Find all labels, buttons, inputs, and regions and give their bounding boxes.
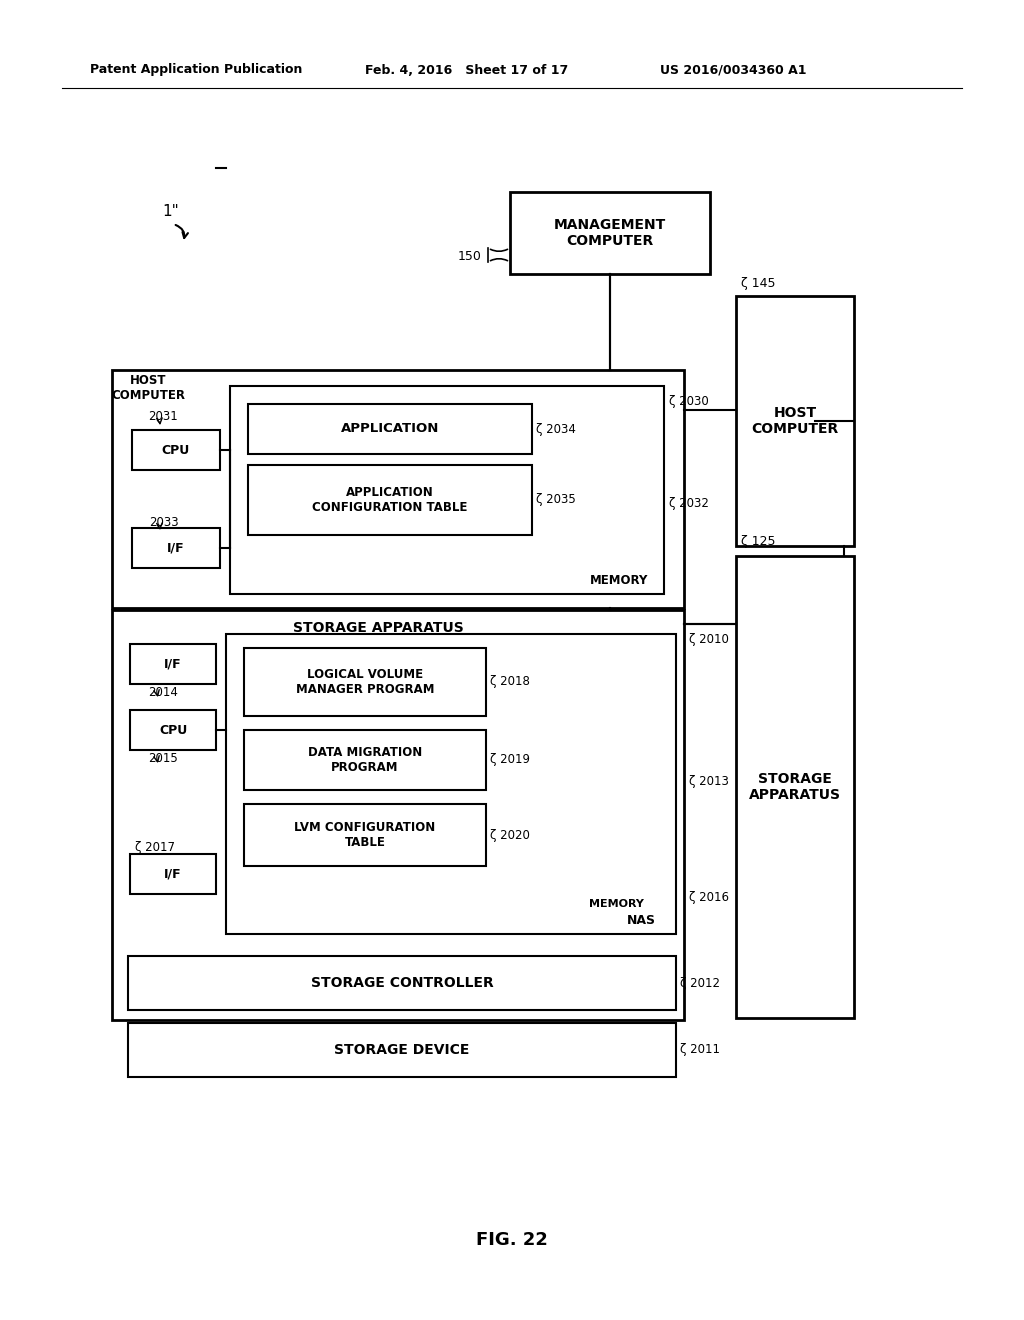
Text: I/F: I/F [167, 541, 184, 554]
Text: STORAGE CONTROLLER: STORAGE CONTROLLER [310, 975, 494, 990]
Text: 2015: 2015 [148, 751, 178, 764]
Bar [132, 528, 220, 568]
Bar [248, 404, 532, 454]
Bar [244, 730, 486, 789]
Bar [128, 956, 676, 1010]
Text: FIG. 22: FIG. 22 [476, 1232, 548, 1249]
Bar [226, 634, 676, 935]
Text: ζ 2034: ζ 2034 [536, 422, 575, 436]
Bar [130, 854, 216, 894]
Text: MANAGEMENT
COMPUTER: MANAGEMENT COMPUTER [554, 218, 667, 248]
Bar [244, 804, 486, 866]
Text: LVM CONFIGURATION
TABLE: LVM CONFIGURATION TABLE [294, 821, 435, 849]
Bar [130, 644, 216, 684]
Text: ζ 125: ζ 125 [741, 536, 775, 549]
Bar [510, 191, 710, 275]
Text: ζ 2013: ζ 2013 [689, 776, 729, 788]
Bar [736, 296, 854, 546]
Text: ζ 2035: ζ 2035 [536, 494, 575, 507]
Text: 2033: 2033 [150, 516, 178, 529]
Text: ζ 2017: ζ 2017 [135, 842, 175, 854]
Bar [112, 610, 684, 1020]
Text: HOST
COMPUTER: HOST COMPUTER [111, 374, 185, 403]
Text: ζ 145: ζ 145 [741, 277, 775, 290]
Text: ζ 2032: ζ 2032 [669, 498, 709, 511]
Text: ζ 2010: ζ 2010 [689, 634, 729, 647]
Text: APPLICATION
CONFIGURATION TABLE: APPLICATION CONFIGURATION TABLE [312, 486, 468, 513]
Text: ζ 2018: ζ 2018 [490, 676, 529, 689]
Text: STORAGE DEVICE: STORAGE DEVICE [334, 1043, 470, 1057]
Bar [736, 556, 854, 1018]
Bar [132, 430, 220, 470]
Bar [112, 370, 684, 609]
Bar [248, 465, 532, 535]
Text: CPU: CPU [162, 444, 190, 457]
Bar [244, 648, 486, 715]
Text: ζ 2011: ζ 2011 [680, 1044, 720, 1056]
Text: ζ 2030: ζ 2030 [669, 396, 709, 408]
Text: 2014: 2014 [148, 685, 178, 698]
Text: MEMORY: MEMORY [590, 574, 648, 587]
Text: CPU: CPU [159, 723, 187, 737]
Text: STORAGE APPARATUS: STORAGE APPARATUS [293, 620, 464, 635]
Text: APPLICATION: APPLICATION [341, 422, 439, 436]
Text: 1": 1" [162, 205, 179, 219]
Text: NAS: NAS [627, 913, 655, 927]
Text: ζ 2019: ζ 2019 [490, 754, 530, 767]
Text: I/F: I/F [164, 867, 182, 880]
Text: HOST
COMPUTER: HOST COMPUTER [752, 407, 839, 436]
Text: MEMORY: MEMORY [589, 899, 643, 909]
Text: US 2016/0034360 A1: US 2016/0034360 A1 [660, 63, 807, 77]
Text: 2031: 2031 [148, 409, 178, 422]
Text: Patent Application Publication: Patent Application Publication [90, 63, 302, 77]
Text: DATA MIGRATION
PROGRAM: DATA MIGRATION PROGRAM [308, 746, 422, 774]
Text: ζ 2020: ζ 2020 [490, 829, 529, 842]
Bar [130, 710, 216, 750]
Text: LOGICAL VOLUME
MANAGER PROGRAM: LOGICAL VOLUME MANAGER PROGRAM [296, 668, 434, 696]
Text: I/F: I/F [164, 657, 182, 671]
Text: ζ 2016: ζ 2016 [689, 891, 729, 904]
Text: 150: 150 [458, 249, 482, 263]
Text: STORAGE
APPARATUS: STORAGE APPARATUS [749, 772, 841, 803]
Bar [128, 1023, 676, 1077]
Text: Feb. 4, 2016   Sheet 17 of 17: Feb. 4, 2016 Sheet 17 of 17 [365, 63, 568, 77]
Text: ζ 2012: ζ 2012 [680, 977, 720, 990]
Bar [230, 385, 664, 594]
